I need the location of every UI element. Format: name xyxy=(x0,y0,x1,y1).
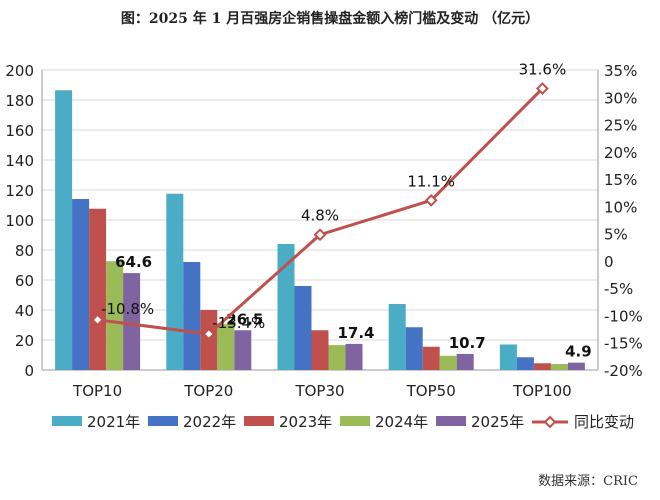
y-right-tick-label: 15% xyxy=(604,171,637,189)
bar-data-label: 17.4 xyxy=(337,324,374,342)
bar xyxy=(234,330,252,370)
bar xyxy=(89,208,107,370)
legend-label: 2023年 xyxy=(279,413,332,431)
y-left-tick-label: 20 xyxy=(15,332,34,350)
bar xyxy=(72,199,90,370)
legend-swatch xyxy=(52,416,82,426)
yoy-point xyxy=(424,193,438,207)
y-left-tick-label: 60 xyxy=(15,272,34,290)
legend-line-marker xyxy=(543,415,557,429)
yoy-point xyxy=(313,228,327,242)
bar xyxy=(456,353,474,370)
bar xyxy=(328,345,346,370)
bar-data-label: 26.5 xyxy=(226,310,263,328)
legend-label: 同比变动 xyxy=(574,413,634,431)
yoy-data-label: -10.8% xyxy=(101,300,154,318)
y-right-tick-label: -10% xyxy=(604,307,643,325)
legend-swatch xyxy=(436,416,466,426)
x-tick-label: TOP100 xyxy=(512,382,572,400)
yoy-point xyxy=(202,327,216,341)
y-right-tick-label: -15% xyxy=(604,335,643,353)
yoy-point xyxy=(535,82,549,95)
bar xyxy=(567,362,585,370)
bar xyxy=(439,355,457,370)
bar xyxy=(183,262,201,370)
y-right-tick-label: -5% xyxy=(604,280,633,298)
bar xyxy=(311,330,329,370)
y-right-tick-label: 10% xyxy=(604,198,637,216)
chart-title: 图：2025 年 1 月百强房企销售操盘金额入榜门槛及变动 （亿元） xyxy=(120,11,540,27)
y-left-tick-label: 140 xyxy=(5,152,34,170)
y-right-tick-label: 0 xyxy=(604,253,614,271)
bar-data-label: 64.6 xyxy=(115,253,152,271)
bar xyxy=(405,327,423,370)
yoy-data-label: 4.8% xyxy=(301,207,339,225)
legend-label: 2025年 xyxy=(471,413,524,431)
bar-data-label: 4.9 xyxy=(565,343,592,361)
y-left-tick-label: 80 xyxy=(15,242,34,260)
y-left-tick-label: 100 xyxy=(5,212,34,230)
y-left-tick-label: 180 xyxy=(5,92,34,110)
y-left-tick-label: 120 xyxy=(5,182,34,200)
bar xyxy=(277,244,295,370)
bar xyxy=(388,304,406,370)
bar xyxy=(422,346,440,370)
bar xyxy=(550,364,568,370)
legend-swatch xyxy=(340,416,370,426)
y-left-tick-label: 0 xyxy=(24,362,34,380)
legend-label: 2021年 xyxy=(87,413,140,431)
source-note: 数据来源：CRIC xyxy=(538,474,638,489)
yoy-data-label: 11.1% xyxy=(407,172,455,190)
yoy-point xyxy=(91,313,105,327)
bar xyxy=(55,90,73,370)
x-tick-label: TOP50 xyxy=(406,382,456,400)
yoy-data-label: 31.6% xyxy=(519,61,567,79)
y-right-tick-label: 30% xyxy=(604,89,637,107)
bar xyxy=(499,344,517,370)
y-left-tick-label: 40 xyxy=(15,302,34,320)
y-right-tick-label: -20% xyxy=(604,362,643,380)
y-right-tick-label: 5% xyxy=(604,226,628,244)
bar xyxy=(217,324,235,370)
legend-label: 2022年 xyxy=(183,413,236,431)
yoy-data-label: -13.4% xyxy=(212,314,265,332)
x-tick-label: TOP10 xyxy=(72,382,122,400)
y-left-tick-label: 160 xyxy=(5,122,34,140)
legend-swatch xyxy=(244,416,274,426)
x-tick-label: TOP30 xyxy=(294,382,344,400)
y-right-tick-label: 35% xyxy=(604,62,637,80)
bar xyxy=(123,273,141,370)
legend-swatch xyxy=(148,416,178,426)
y-left-tick-label: 200 xyxy=(5,62,34,80)
legend-label: 2024年 xyxy=(375,413,428,431)
bar xyxy=(345,343,363,370)
bar xyxy=(294,286,312,370)
x-tick-label: TOP20 xyxy=(183,382,233,400)
bar xyxy=(166,193,184,370)
bar xyxy=(533,363,551,370)
y-right-tick-label: 25% xyxy=(604,117,637,135)
bar-data-label: 10.7 xyxy=(449,334,486,352)
y-right-tick-label: 20% xyxy=(604,144,637,162)
bar xyxy=(106,261,124,370)
bar xyxy=(516,357,534,370)
